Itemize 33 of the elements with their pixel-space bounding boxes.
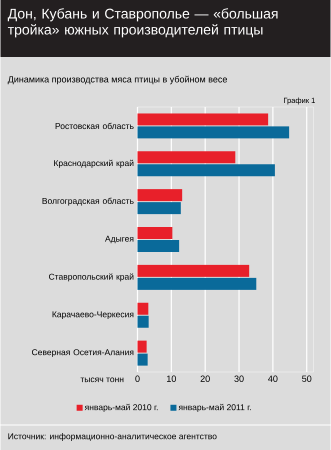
bar bbox=[137, 202, 181, 214]
bar bbox=[137, 151, 236, 164]
x-tick-label: 0 bbox=[135, 376, 140, 382]
bar bbox=[137, 340, 147, 353]
bar bbox=[137, 264, 250, 277]
bar bbox=[137, 126, 290, 138]
bar bbox=[137, 113, 268, 126]
x-axis-title: тысяч тонн bbox=[80, 378, 124, 382]
chart-subtitle: Динамика производства мяса птицы в убойном весе bbox=[8, 76, 227, 84]
y-tick-label: Карачаево-Черкесия bbox=[52, 311, 134, 320]
bar bbox=[137, 316, 149, 328]
bar bbox=[137, 164, 275, 176]
x-tick-label: 30 bbox=[234, 376, 244, 382]
y-tick-label: Ставропольский край bbox=[49, 273, 134, 282]
x-tick-label: 20 bbox=[200, 376, 210, 382]
x-tick-label: 40 bbox=[268, 376, 278, 382]
y-tick-label: Краснодарский край bbox=[54, 160, 134, 168]
y-tick-label: Северная Осетия-Алания bbox=[32, 349, 134, 357]
x-tick-label: 10 bbox=[167, 376, 176, 382]
bar bbox=[137, 354, 148, 366]
y-tick-label: Ростовская область bbox=[56, 122, 134, 130]
bar bbox=[137, 240, 180, 252]
text: Источник: информационно-аналитическое агентство bbox=[8, 433, 217, 441]
chart-title: Дон, Кубань и Ставрополье — «большая тройка» южных производителей птицы bbox=[8, 8, 278, 38]
y-tick-label: Волгоградская область bbox=[42, 198, 134, 206]
legend-label: январь-май 2010 г. bbox=[84, 404, 158, 412]
bar bbox=[137, 302, 148, 315]
bar bbox=[137, 189, 182, 202]
legend-label: январь-май 2011 г. bbox=[178, 404, 251, 412]
bar bbox=[137, 278, 256, 290]
y-tick-label: Адыгея bbox=[104, 236, 134, 244]
bar bbox=[137, 227, 172, 239]
x-tick-label: 50 bbox=[302, 376, 312, 382]
